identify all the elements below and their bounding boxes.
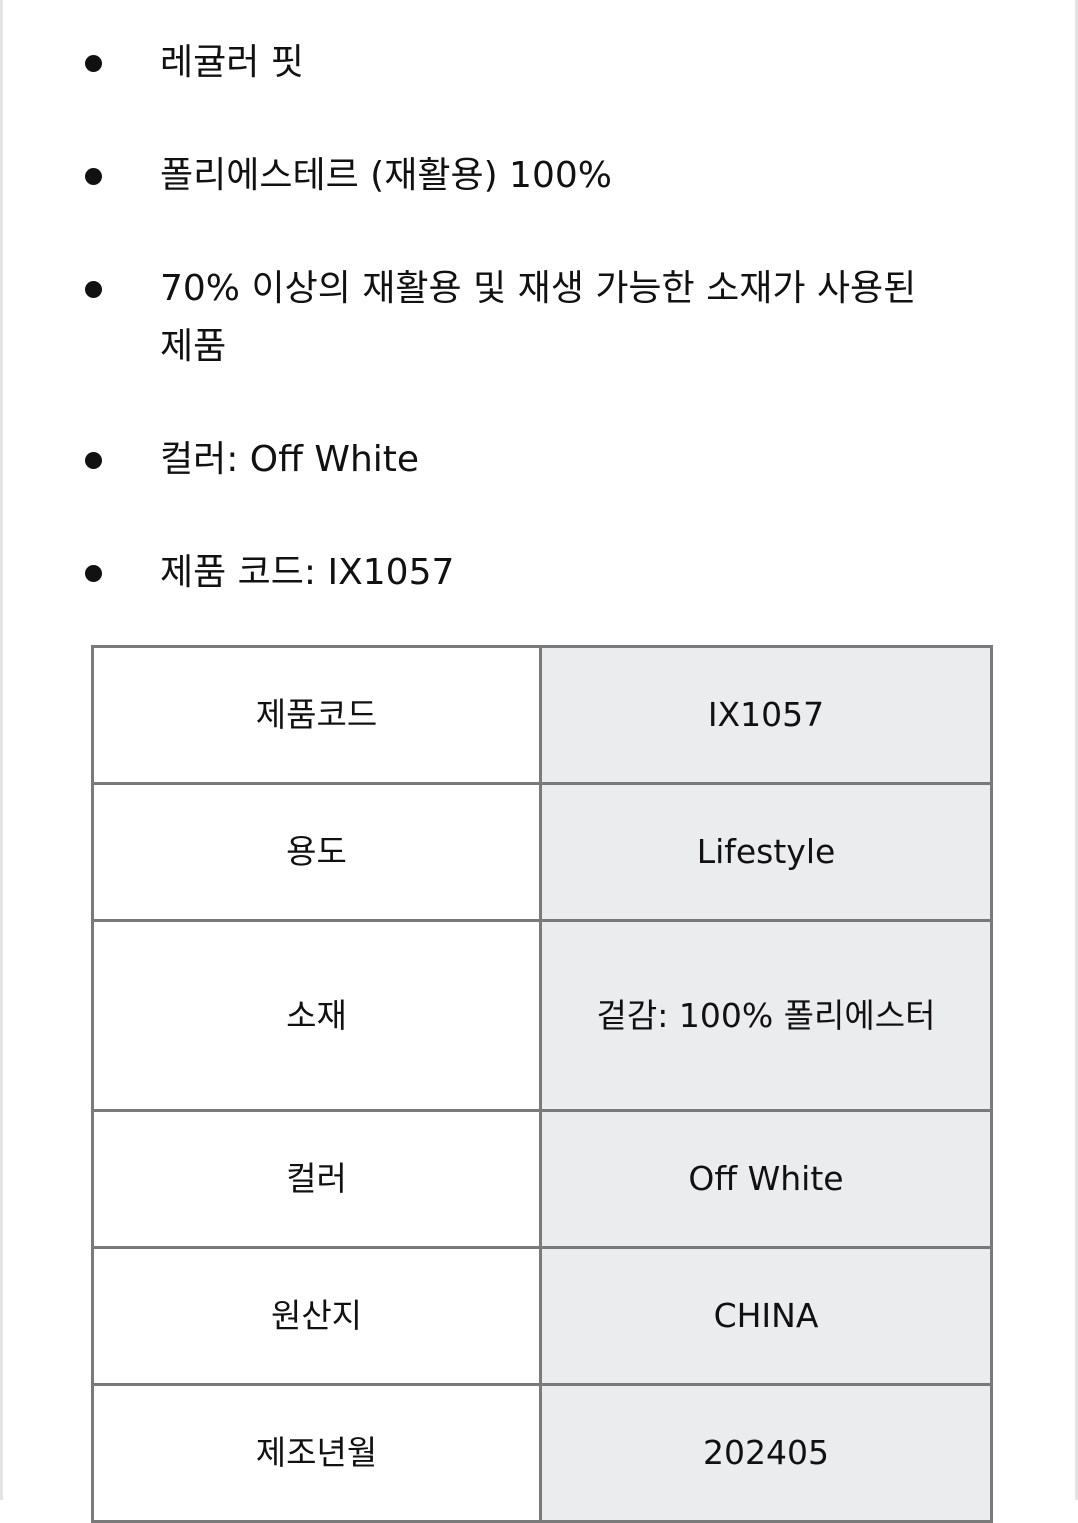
- spec-label: 제조년월: [91, 1383, 542, 1523]
- feature-list: 레귤러 핏 폴리에스테르 (재활용) 100% 70% 이상의 재활용 및 재생…: [3, 34, 1003, 657]
- spec-label: 용도: [91, 782, 542, 922]
- table-row: 소재 겉감: 100% 폴리에스터: [91, 919, 993, 1112]
- table-row: 제조년월 202405: [91, 1383, 993, 1523]
- spec-label: 컬러: [91, 1109, 542, 1249]
- bullet-icon: [85, 452, 102, 469]
- bullet-icon: [85, 55, 102, 72]
- bullet-icon: [85, 565, 102, 582]
- table-row: 제품코드 IX1057: [91, 645, 993, 785]
- table-row: 용도 Lifestyle: [91, 782, 993, 922]
- table-row: 원산지 CHINA: [91, 1246, 993, 1386]
- spec-value: 겉감: 100% 폴리에스터: [539, 919, 993, 1112]
- spec-value: 202405: [539, 1383, 993, 1523]
- spec-label: 제품코드: [91, 645, 542, 785]
- bullet-icon: [85, 168, 102, 185]
- spec-value: IX1057: [539, 645, 993, 785]
- spec-label: 원산지: [91, 1246, 542, 1386]
- list-item: 레귤러 핏: [3, 34, 960, 92]
- spec-value: Off White: [539, 1109, 993, 1249]
- list-item: 70% 이상의 재활용 및 재생 가능한 소재가 사용된 제품: [3, 260, 950, 376]
- bullet-icon: [85, 281, 102, 298]
- list-item-text: 제품 코드: IX1057: [160, 552, 455, 593]
- list-item-text: 컬러: Off White: [160, 439, 420, 480]
- list-item: 제품 코드: IX1057: [3, 544, 960, 602]
- list-item-text: 레귤러 핏: [160, 42, 304, 83]
- spec-value: Lifestyle: [539, 782, 993, 922]
- table-row: 컬러 Off White: [91, 1109, 993, 1249]
- spec-table: 제품코드 IX1057 용도 Lifestyle 소재 겉감: 100% 폴리에스터 …: [91, 645, 993, 1523]
- list-item: 폴리에스테르 (재활용) 100%: [3, 147, 960, 205]
- list-item-text: 70% 이상의 재활용 및 재생 가능한 소재가 사용된 제품: [160, 268, 917, 367]
- list-item: 컬러: Off White: [3, 431, 960, 489]
- spec-value: CHINA: [539, 1246, 993, 1386]
- list-item-text: 폴리에스테르 (재활용) 100%: [160, 155, 612, 196]
- spec-label: 소재: [91, 919, 542, 1112]
